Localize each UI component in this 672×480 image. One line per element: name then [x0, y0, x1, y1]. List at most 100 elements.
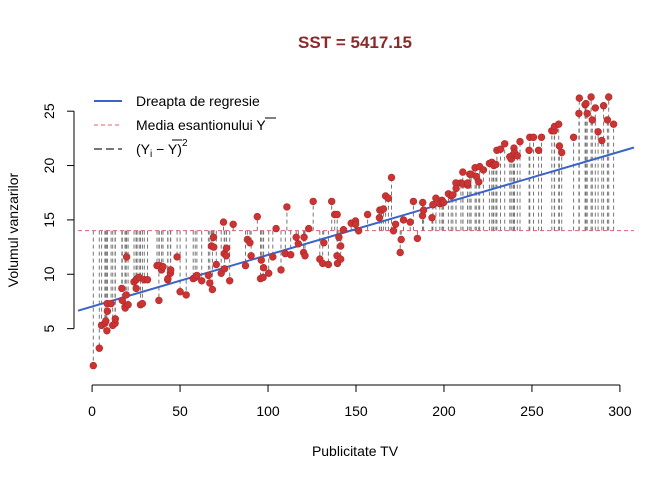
legend-regression-label: Dreapta de regresie: [136, 93, 260, 109]
data-point: [182, 291, 190, 299]
data-point: [292, 233, 300, 242]
data-point: [419, 206, 428, 214]
x-axis-label: Publicitate TV: [312, 443, 399, 459]
data-point: [501, 140, 509, 148]
data-point: [604, 93, 613, 101]
data-point: [354, 227, 363, 235]
legend-mean-label: Media esantionului Y: [136, 117, 266, 133]
x-axis: 0 50 100 150 200 250 300: [88, 384, 632, 419]
data-point: [257, 256, 265, 264]
data-point: [464, 179, 472, 187]
data-point: [591, 104, 599, 112]
data-point: [537, 133, 546, 142]
plot-area: [77, 93, 635, 370]
legend: Dreapta de regresie Media esantionului Y…: [94, 93, 276, 160]
data-point: [384, 194, 393, 202]
data-point: [575, 94, 583, 102]
data-point: [603, 116, 612, 124]
data-point: [122, 253, 131, 261]
data-point: [89, 361, 98, 370]
data-point: [529, 133, 538, 142]
data-point: [210, 243, 218, 251]
data-point: [138, 299, 147, 308]
data-point: [389, 227, 398, 235]
data-point: [598, 136, 606, 145]
data-point: [226, 277, 234, 285]
y-tick-label: 20: [41, 158, 57, 174]
data-point: [428, 214, 436, 222]
data-point: [452, 184, 460, 193]
legend-residual-label: (Yi − Y)2: [136, 138, 188, 160]
y-tick-label: 15: [41, 212, 57, 228]
x-tick-label: 50: [172, 403, 188, 419]
data-point: [209, 233, 218, 242]
data-point: [241, 261, 250, 270]
data-point: [391, 220, 400, 229]
data-point: [594, 128, 602, 136]
data-point: [265, 269, 273, 277]
data-point: [337, 242, 345, 250]
data-point: [413, 234, 422, 243]
data-point: [337, 255, 345, 263]
y-tick-label: 10: [41, 266, 57, 282]
data-point: [516, 137, 524, 146]
data-point: [143, 276, 152, 284]
x-tick-label: 250: [520, 403, 544, 419]
data-point: [320, 239, 328, 247]
data-point: [379, 205, 388, 213]
data-point: [272, 224, 280, 233]
data-point: [387, 173, 396, 182]
data-point: [222, 252, 231, 260]
data-point: [206, 279, 214, 287]
data-point: [449, 191, 457, 199]
data-point: [324, 260, 333, 269]
data-point: [220, 265, 229, 273]
data-point: [103, 307, 112, 315]
data-point: [269, 253, 277, 261]
data-point: [351, 220, 360, 229]
data-point: [155, 296, 163, 305]
data-point: [107, 299, 115, 308]
data-point: [204, 271, 213, 280]
data-point: [479, 166, 488, 174]
y-tick-label: 25: [41, 103, 57, 119]
data-point: [588, 116, 596, 124]
y-axis: 5 10 15 20 25: [41, 103, 75, 333]
x-tick-label: 200: [432, 403, 456, 419]
data-point: [475, 178, 483, 186]
data-point: [167, 266, 175, 274]
data-point: [363, 210, 372, 219]
data-point: [492, 160, 500, 169]
data-point: [309, 197, 317, 206]
data-point: [557, 148, 566, 157]
data-point: [305, 224, 313, 233]
data-point: [222, 244, 231, 252]
data-point: [328, 197, 336, 206]
data-point: [208, 285, 217, 294]
data-point: [582, 99, 590, 108]
data-point: [198, 277, 206, 285]
data-point: [554, 120, 563, 128]
data-point: [513, 152, 521, 160]
data-point: [294, 240, 302, 248]
data-point: [219, 218, 228, 226]
data-point: [459, 168, 467, 176]
data-point: [287, 251, 295, 259]
data-point: [300, 233, 308, 242]
data-point: [609, 120, 618, 128]
data-point: [132, 284, 140, 293]
x-tick-label: 300: [608, 403, 632, 419]
data-point: [122, 291, 130, 299]
y-tick-label: 5: [41, 325, 57, 333]
data-point: [375, 214, 384, 222]
data-point: [335, 233, 343, 242]
data-point: [253, 212, 261, 221]
data-point: [583, 109, 591, 118]
x-tick-label: 150: [344, 403, 368, 419]
data-point: [587, 93, 595, 101]
y-axis-label: Volumul vanzarilor: [5, 172, 21, 287]
data-point: [124, 301, 132, 309]
data-point: [111, 315, 120, 323]
data-point: [406, 218, 414, 226]
